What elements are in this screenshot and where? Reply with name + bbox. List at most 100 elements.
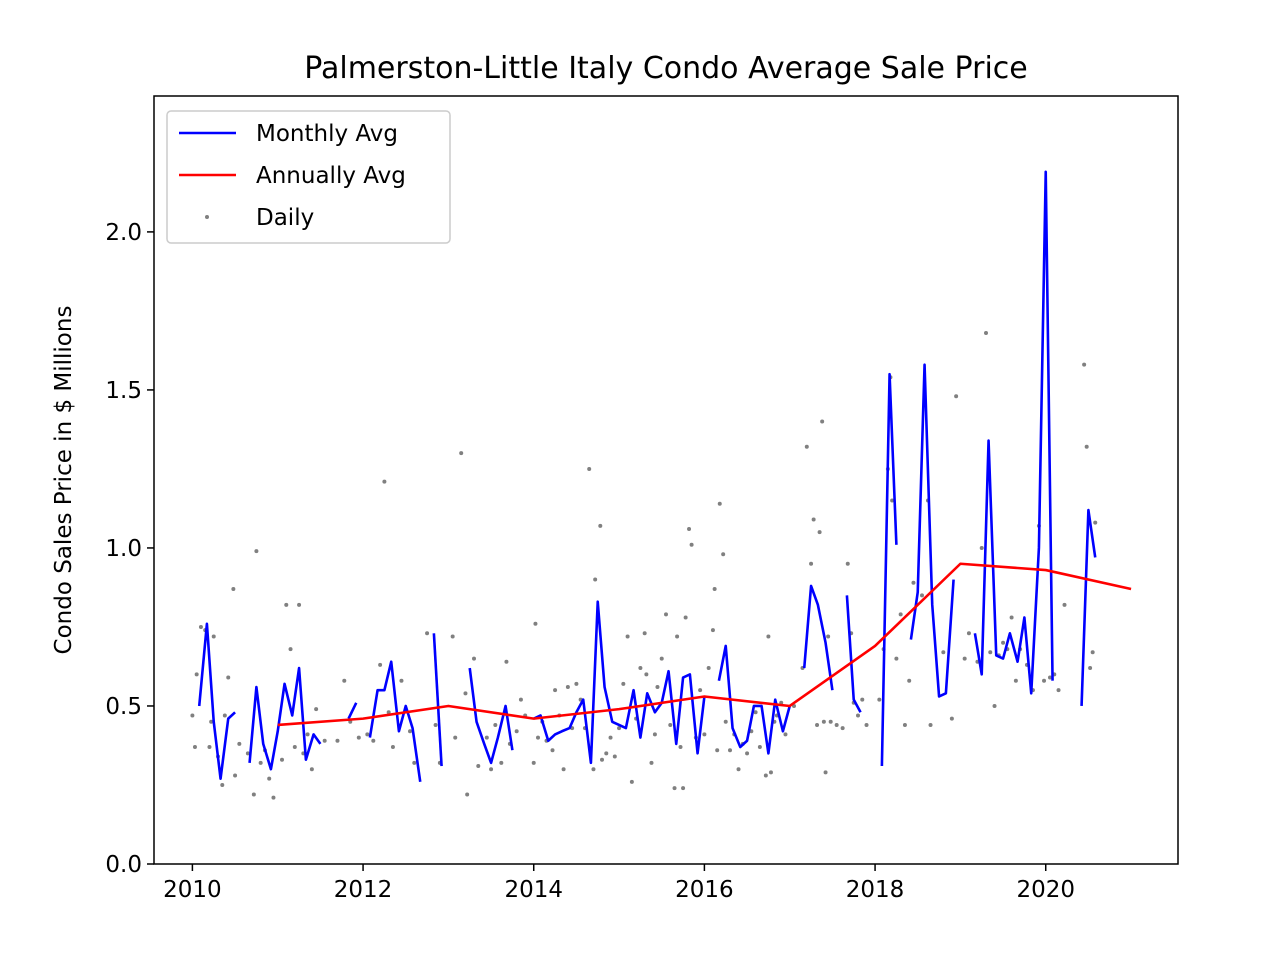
daily-point xyxy=(499,760,504,765)
daily-point xyxy=(1009,615,1014,620)
daily-point xyxy=(702,732,707,737)
legend-box xyxy=(166,110,451,244)
daily-point xyxy=(949,716,954,721)
daily-point xyxy=(809,561,814,566)
daily-point xyxy=(683,615,688,620)
daily-point xyxy=(811,517,816,522)
daily-point xyxy=(425,631,430,636)
daily-point xyxy=(598,523,603,528)
daily-point xyxy=(211,634,216,639)
daily-point xyxy=(642,631,647,636)
y-tick-label: 0.0 xyxy=(105,852,142,878)
daily-point xyxy=(1082,362,1087,367)
daily-point xyxy=(371,738,376,743)
daily-point xyxy=(222,713,227,718)
daily-point xyxy=(198,624,203,629)
daily-point xyxy=(365,732,370,737)
daily-point xyxy=(476,764,481,769)
daily-point xyxy=(190,713,195,718)
daily-point xyxy=(484,735,489,740)
daily-point xyxy=(757,745,762,750)
daily-point xyxy=(233,773,238,778)
daily-point xyxy=(207,745,212,750)
daily-point xyxy=(305,732,310,737)
daily-point xyxy=(565,685,570,690)
daily-point xyxy=(625,634,630,639)
daily-point xyxy=(574,681,579,686)
daily-point xyxy=(342,678,347,683)
daily-point xyxy=(251,792,256,797)
daily-point xyxy=(877,697,882,702)
daily-point xyxy=(245,751,250,756)
daily-point xyxy=(681,786,686,791)
daily-point xyxy=(258,760,263,765)
daily-point xyxy=(817,530,822,535)
daily-point xyxy=(823,770,828,775)
daily-point xyxy=(753,710,758,715)
daily-point xyxy=(493,722,498,727)
legend-label: Annually Avg xyxy=(256,163,406,189)
daily-point xyxy=(237,741,242,746)
daily-point xyxy=(894,656,899,661)
daily-point xyxy=(979,545,984,550)
daily-point xyxy=(1084,444,1089,449)
daily-point xyxy=(710,628,715,633)
daily-point xyxy=(840,726,845,731)
monthly-avg-line xyxy=(468,667,514,765)
daily-point xyxy=(826,634,831,639)
axis-ticks: 2010 2012 2014 2016 2018 2020 0.0 0.5 1.0 1.5 2.0 xyxy=(105,220,1075,903)
x-tick-label: 2018 xyxy=(846,877,905,903)
daily-point xyxy=(433,722,438,727)
daily-point xyxy=(675,634,680,639)
monthly-avg-line xyxy=(347,702,358,720)
daily-point xyxy=(860,697,865,702)
daily-point xyxy=(659,656,664,661)
daily-point xyxy=(966,631,971,636)
daily-point xyxy=(689,542,694,547)
daily-point xyxy=(821,719,826,724)
legend-label: Daily xyxy=(256,205,314,231)
monthly-avg-line xyxy=(432,633,443,767)
daily-point xyxy=(382,479,387,484)
daily-point xyxy=(820,419,825,424)
y-tick-label: 1.5 xyxy=(105,378,142,404)
daily-point xyxy=(898,612,903,617)
daily-point xyxy=(463,691,468,696)
daily-point xyxy=(591,767,596,772)
monthly-avg-line xyxy=(845,595,862,713)
daily-point xyxy=(536,735,540,740)
daily-point xyxy=(828,719,833,724)
x-tick-label: 2016 xyxy=(675,877,734,903)
plot-area xyxy=(190,170,1132,800)
daily-point xyxy=(1001,640,1006,645)
daily-point xyxy=(783,732,788,737)
daily-point xyxy=(629,779,634,784)
daily-point xyxy=(1013,678,1018,683)
daily-point xyxy=(941,650,946,655)
daily-point xyxy=(356,735,361,740)
daily-point xyxy=(209,719,214,724)
daily-series xyxy=(190,331,1098,800)
daily-point xyxy=(655,685,660,690)
daily-point xyxy=(194,672,199,677)
y-axis-label: Condo Sales Price in $ Millions xyxy=(51,306,77,655)
daily-point xyxy=(717,501,722,506)
x-tick-label: 2014 xyxy=(504,877,563,903)
monthly-avg-line xyxy=(533,600,706,765)
daily-point xyxy=(292,745,297,750)
daily-point xyxy=(514,729,519,734)
daily-point xyxy=(504,659,509,664)
daily-point xyxy=(1056,688,1061,693)
daily-point xyxy=(322,738,327,743)
daily-point xyxy=(531,760,536,765)
daily-point xyxy=(804,444,809,449)
daily-point xyxy=(652,732,657,737)
daily-point xyxy=(698,688,703,693)
daily-point xyxy=(1093,520,1098,525)
daily-point xyxy=(992,703,997,708)
daily-point xyxy=(1088,666,1093,671)
daily-point xyxy=(608,735,613,740)
daily-point xyxy=(763,773,768,778)
legend-swatch-dot xyxy=(205,215,209,219)
